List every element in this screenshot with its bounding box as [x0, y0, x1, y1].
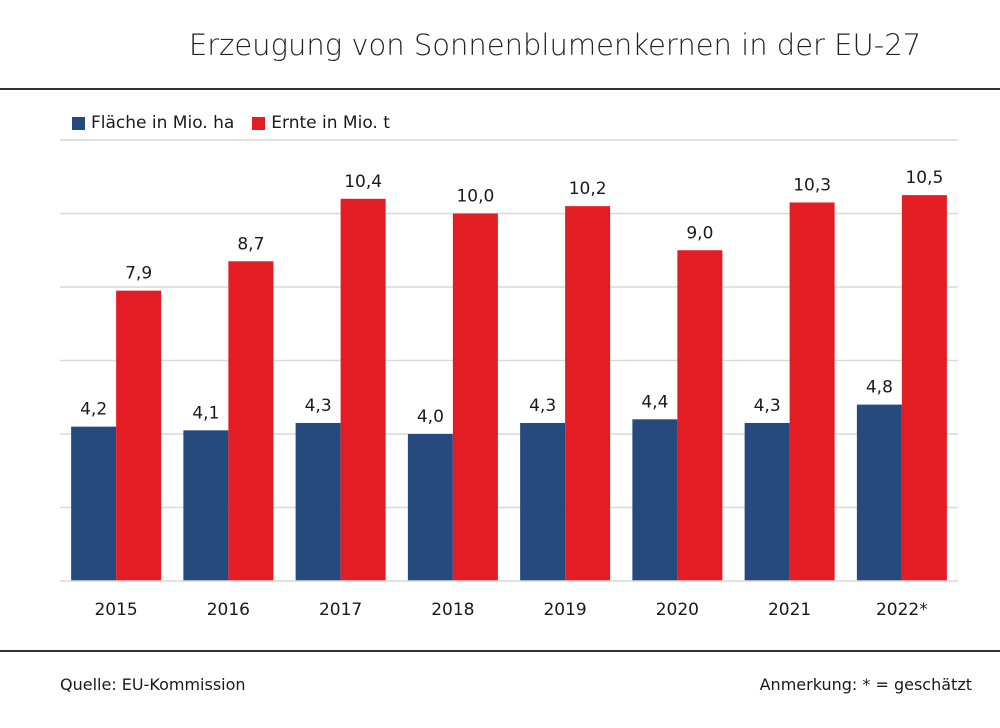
x-tick-label: 2020: [656, 600, 699, 620]
top-divider: [0, 88, 1000, 90]
data-label: 4,0: [417, 407, 444, 427]
bar: [183, 430, 229, 581]
chart-title: Erzeugung von Sonnenblumenkernen in der …: [188, 28, 922, 62]
data-label: 10,5: [905, 168, 943, 188]
data-label: 10,4: [344, 172, 382, 192]
x-tick-label: 2017: [319, 600, 362, 620]
data-label: 4,3: [754, 396, 781, 416]
x-tick-label: 2016: [207, 600, 250, 620]
data-label: 9,0: [686, 223, 713, 243]
data-label: 4,8: [866, 378, 893, 398]
legend-label: Fläche in Mio. ha: [91, 113, 235, 133]
bar: [228, 261, 274, 581]
data-label: 4,3: [305, 396, 332, 416]
data-label: 4,1: [192, 403, 219, 423]
bar: [71, 426, 117, 581]
x-tick-label: 2021: [768, 600, 811, 620]
data-label: 10,0: [456, 187, 494, 207]
bar: [452, 213, 498, 581]
bar: [520, 422, 566, 581]
data-label: 4,4: [641, 392, 668, 412]
source-note: Quelle: EU-Kommission: [60, 675, 246, 694]
bar: [856, 404, 902, 581]
bar: [789, 202, 835, 581]
data-label: 4,2: [80, 400, 107, 420]
legend-swatch-red: [252, 116, 266, 130]
x-tick-label: 2022*: [876, 600, 928, 620]
bar: [565, 206, 611, 581]
bar: [407, 434, 453, 581]
footnote: Anmerkung: * = geschätzt: [759, 675, 972, 694]
data-label: 7,9: [125, 264, 152, 284]
data-label: 8,7: [237, 234, 264, 254]
legend-label: Ernte in Mio. t: [271, 113, 390, 133]
data-label: 10,3: [793, 175, 831, 195]
bottom-divider: [0, 650, 1000, 652]
bar: [677, 250, 723, 581]
legend-item-ernte: Ernte in Mio. t: [252, 113, 390, 133]
bar: [295, 422, 341, 581]
x-tick-label: 2018: [431, 600, 474, 620]
bar: [901, 195, 947, 581]
legend: Fläche in Mio. ha Ernte in Mio. t: [72, 113, 390, 133]
bar: [744, 422, 790, 581]
data-label: 4,3: [529, 396, 556, 416]
bar: [340, 198, 386, 582]
data-label: 10,2: [569, 179, 607, 199]
x-tick-label: 2015: [94, 600, 137, 620]
bar: [632, 419, 678, 581]
x-tick-label: 2019: [543, 600, 586, 620]
bar: [116, 290, 162, 581]
legend-item-flaeche: Fläche in Mio. ha: [72, 113, 234, 133]
legend-swatch-blue: [72, 116, 85, 130]
